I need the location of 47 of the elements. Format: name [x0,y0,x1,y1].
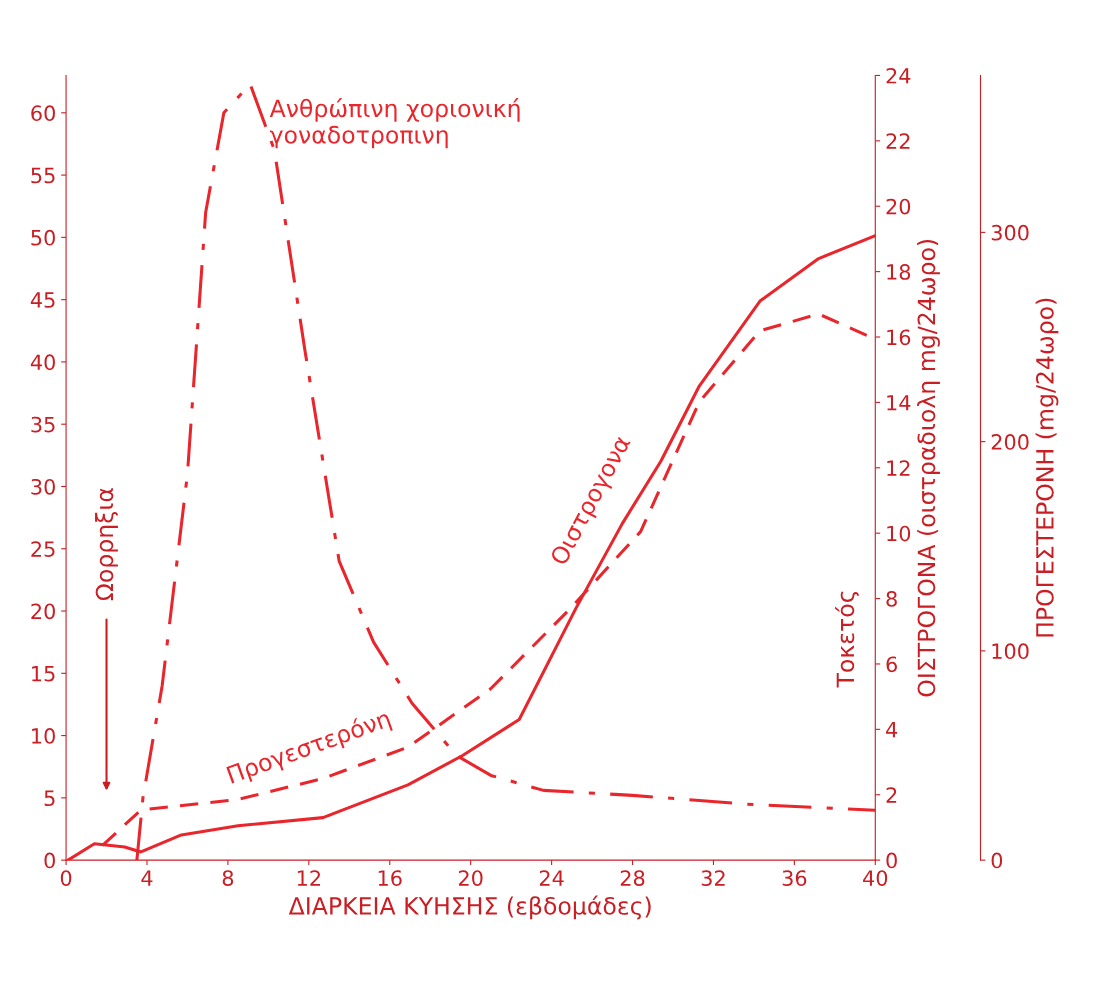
x-tick-label: 36 [782,870,807,886]
y2-tick-label: 6 [886,656,897,673]
y2-tick-label: 16 [887,329,911,346]
y3-tick-label: 100 [992,643,1029,660]
y2-tick-label: 20 [886,198,911,215]
series-label: Ανθρώπινη χοριονική γοναδοτροπινη [269,98,520,149]
y2-tick-label: 14 [887,395,911,411]
x-tick-label: 24 [539,870,564,886]
x-tick-label: 20 [458,870,483,886]
y-tick-label: 50 [31,229,55,246]
y2-tick-label: 8 [886,591,897,607]
y3-axis-title: ΠΡΟΓΕΣΤΕΡΟΝΗ (mg/24ωρο) [1035,298,1059,637]
x-tick-label: 8 [222,870,234,886]
y3-tick-label: 200 [991,434,1029,450]
x-axis-title: ΔΙΑΡΚΕΙΑ ΚΥΗΣΗΣ (εβδομάδες) [288,895,651,920]
y-tick-label: 60 [31,105,55,122]
y3-tick-label: 300 [991,224,1029,241]
x-tick-label: 0 [60,870,72,886]
y2-tick-label: 12 [887,460,910,476]
y-tick-label: 5 [44,790,55,807]
y-tick-label: 10 [32,728,55,744]
x-tick-label: 4 [141,870,153,886]
y-tick-label: 40 [30,354,55,371]
x-tick-label: 16 [378,870,402,886]
y-tick-label: 55 [31,167,55,184]
y-tick-label: 0 [44,852,55,869]
y-tick-label: 35 [31,416,55,433]
y-tick-label: 20 [31,603,55,620]
x-tick-label: 40 [863,870,888,886]
y-tick-label: 45 [30,292,55,308]
y2-tick-label: 18 [887,264,911,280]
y-tick-label: 15 [32,666,55,682]
annotation: Ωορρηξια [95,488,118,601]
y2-tick-label: 4 [886,722,898,738]
annotation: Τοκετός [835,591,859,688]
y2-tick-label: 10 [887,525,911,542]
x-tick-label: 28 [620,870,645,886]
y-tick-label: 30 [31,478,55,495]
y2-tick-label: 22 [886,133,910,149]
x-tick-label: 12 [297,870,320,886]
y-tick-label: 25 [31,541,55,557]
y2-tick-label: 0 [886,852,897,869]
y3-tick-label: 0 [991,852,1003,869]
y2-tick-label: 24 [886,67,911,84]
y2-axis-title: ΟΙΣΤΡΟΓΟΝΑ (οιστραδιολη mg/24ωρο) [917,239,940,697]
y2-tick-label: 2 [886,787,897,803]
x-tick-label: 32 [701,870,725,886]
